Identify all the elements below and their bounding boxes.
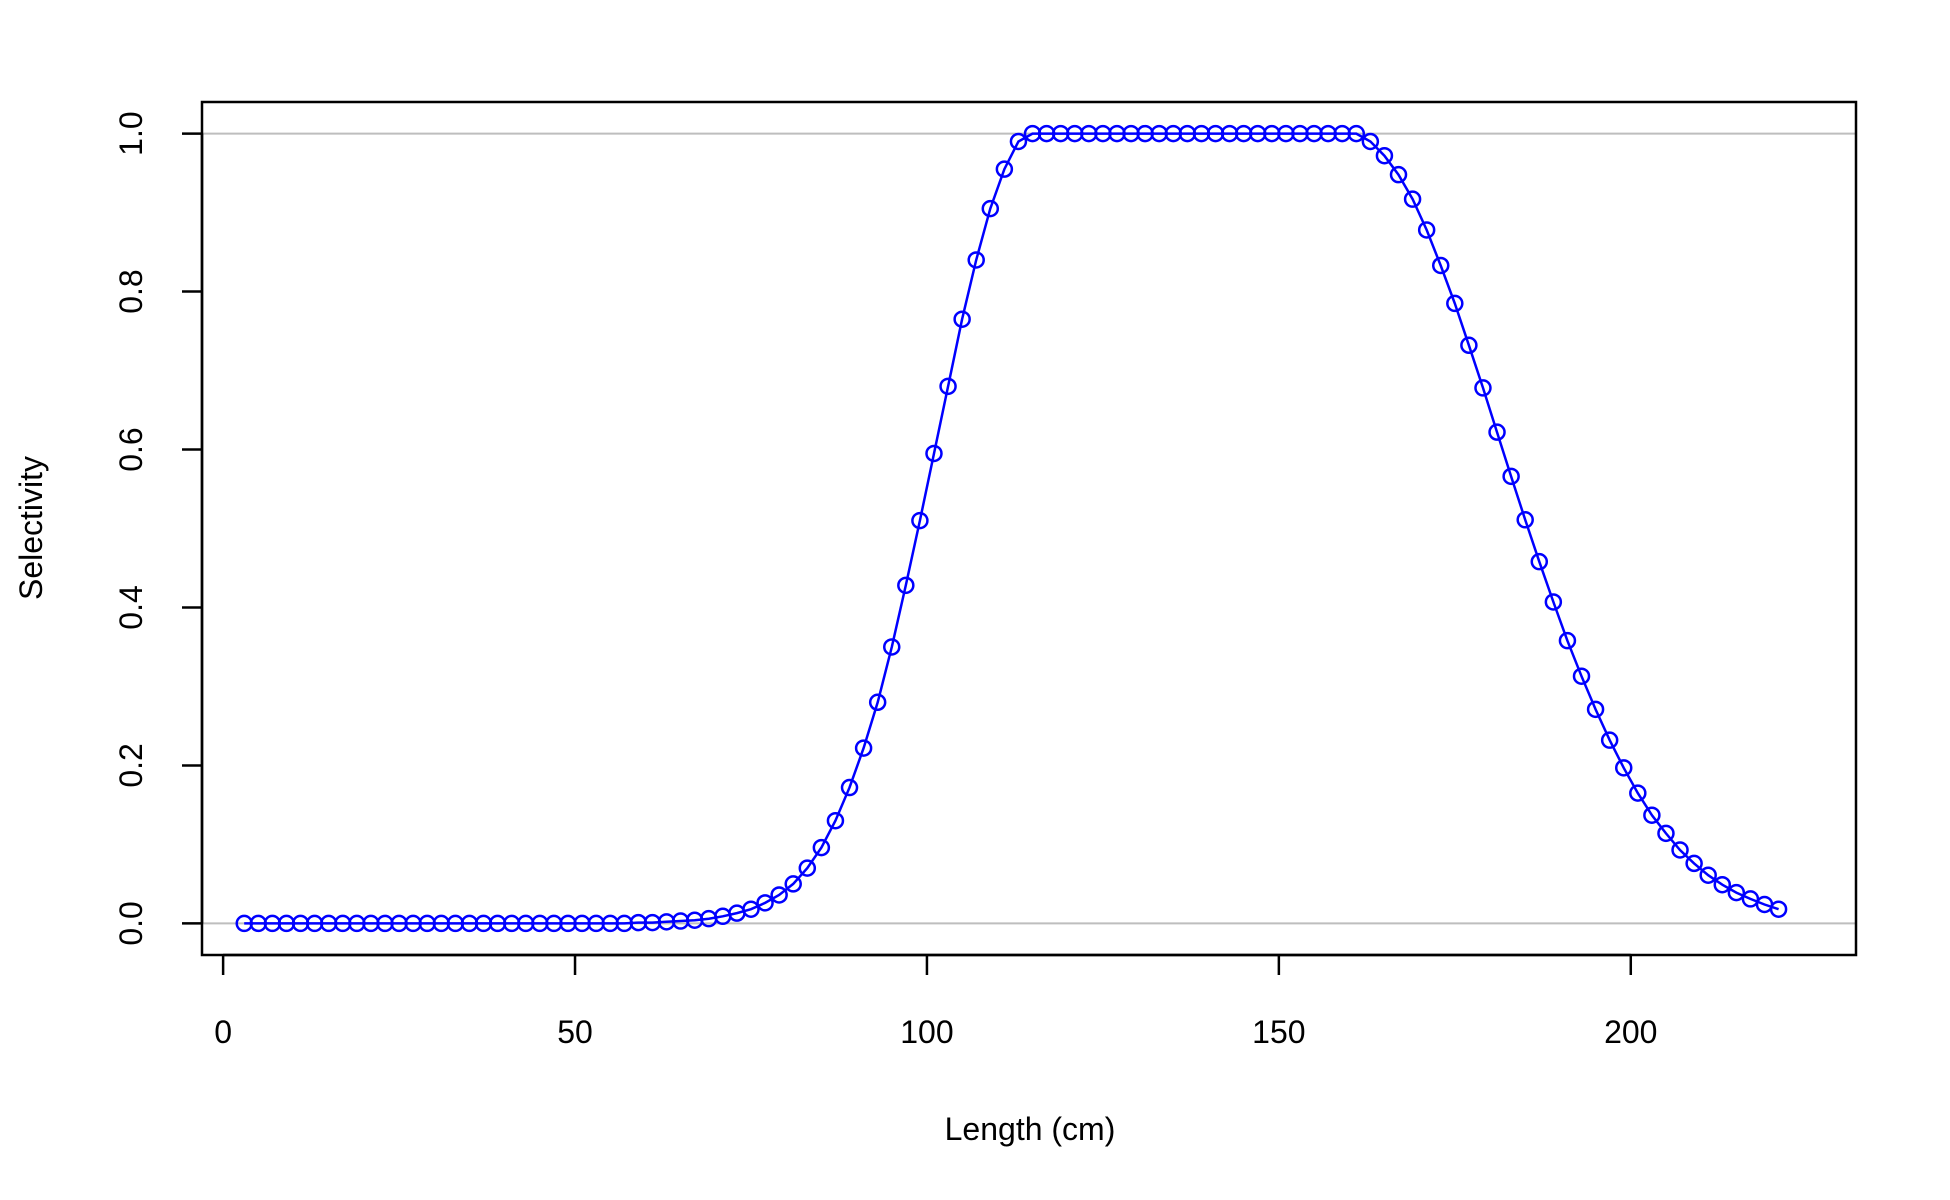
data-point <box>1572 667 1591 685</box>
data-point <box>1671 841 1689 859</box>
data-point <box>854 739 873 757</box>
data-point <box>1586 700 1605 719</box>
data-point <box>1347 124 1366 143</box>
series-line-0 <box>244 132 1779 925</box>
data-point <box>756 894 774 912</box>
data-point <box>897 576 915 595</box>
data-point <box>812 838 831 857</box>
data-point <box>953 310 971 328</box>
data-point <box>1600 731 1619 749</box>
data-point <box>1643 806 1661 824</box>
data-point <box>995 160 1014 178</box>
data-point <box>883 638 901 656</box>
data-point <box>1530 552 1549 571</box>
x-tick-label-1: 50 <box>557 1014 593 1050</box>
data-point <box>840 778 859 797</box>
data-point <box>1417 221 1436 239</box>
data-point <box>784 875 802 893</box>
plot-frame <box>200 100 1858 957</box>
data-point <box>1685 854 1703 873</box>
data-point <box>967 251 985 269</box>
y-tick-label-0: 0.0 <box>113 901 149 945</box>
data-point <box>742 900 760 918</box>
y-tick-label-1: 0.2 <box>113 743 149 787</box>
data-point <box>1460 336 1478 355</box>
data-point <box>1699 866 1717 884</box>
data-point <box>1389 165 1408 184</box>
x-axis-title: Length (cm) <box>945 1111 1116 1147</box>
data-point <box>1727 883 1746 902</box>
data-point <box>1614 759 1633 777</box>
y-tick-label-5: 1.0 <box>113 111 149 155</box>
data-point <box>1502 467 1520 486</box>
data-point <box>798 859 817 877</box>
data-point <box>770 886 788 904</box>
data-point <box>1544 593 1563 611</box>
reference-lines <box>202 132 1856 925</box>
data-point <box>826 811 845 830</box>
x-tick-label-4: 200 <box>1604 1014 1657 1050</box>
data-point <box>1446 294 1464 313</box>
y-tick-label-4: 0.8 <box>113 269 149 313</box>
y-tick-label-2: 0.4 <box>113 585 149 629</box>
data-point <box>1629 784 1647 802</box>
data-point <box>1488 423 1506 441</box>
x-tick-label-2: 100 <box>900 1014 953 1050</box>
x-tick-label-0: 0 <box>214 1014 232 1050</box>
y-tick-label-3: 0.6 <box>113 427 149 471</box>
data-point <box>939 377 957 396</box>
x-tick-label-3: 150 <box>1252 1014 1305 1050</box>
y-axis-title: Selectivity <box>13 456 49 600</box>
x-axis: 0 50 100 150 200 <box>214 953 1657 1050</box>
data-point <box>1769 900 1788 918</box>
data-point <box>911 511 929 530</box>
series-layer <box>235 124 1788 933</box>
data-point <box>1431 256 1450 275</box>
data-point <box>925 444 943 463</box>
data-point <box>1009 132 1028 151</box>
data-point <box>1516 511 1534 529</box>
data-point <box>868 693 887 712</box>
data-point <box>1657 824 1675 843</box>
data-point <box>981 199 1000 218</box>
y-axis: 0.0 0.2 0.4 0.6 0.8 1.0 <box>113 111 204 946</box>
data-point <box>1558 631 1577 650</box>
data-point <box>1713 875 1732 894</box>
data-point <box>1361 132 1380 151</box>
data-point <box>1375 146 1394 165</box>
data-point <box>1474 379 1492 397</box>
data-point <box>1403 190 1422 208</box>
